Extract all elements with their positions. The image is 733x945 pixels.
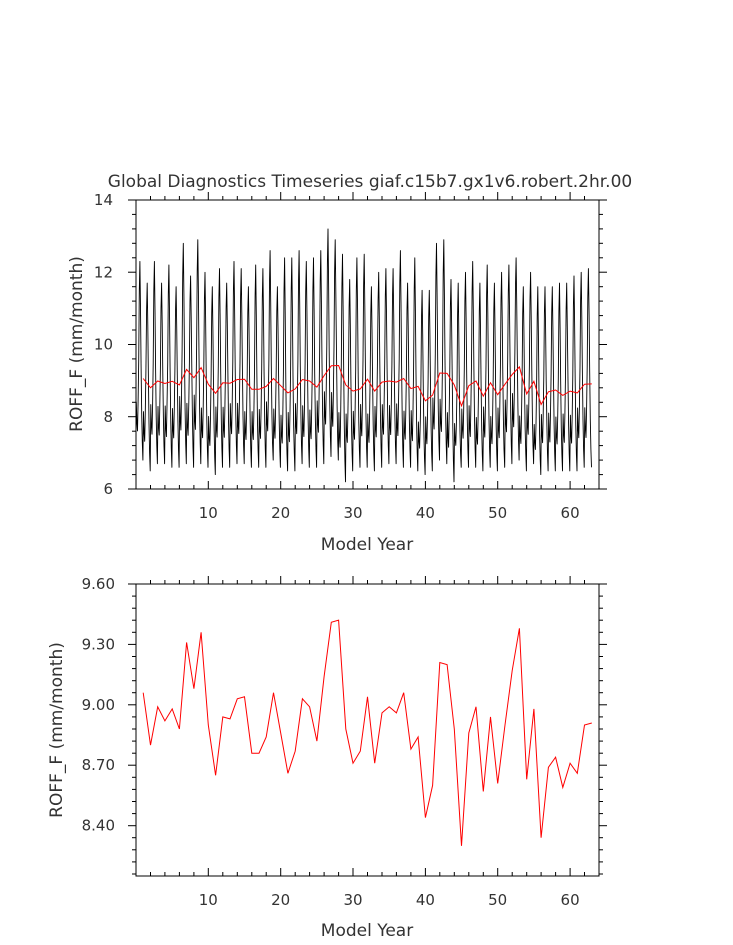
chart-title: Global Diagnostics Timeseries giaf.c15b7… — [108, 172, 632, 192]
bottom-x-tick-label: 30 — [343, 891, 362, 909]
bottom-x-tick-label: 40 — [416, 891, 435, 909]
top-annual-mean-series-line — [142, 364, 592, 408]
top-ticks — [128, 192, 607, 490]
bottom-x-axis-label: Model Year — [321, 921, 413, 941]
bottom-series — [142, 619, 592, 846]
top-y-tick-label: 12 — [94, 263, 113, 281]
bottom-x-tick-label: 20 — [271, 891, 290, 909]
bottom-y-tick-label: 9.60 — [82, 575, 115, 593]
top-y-tick-label: 10 — [94, 336, 113, 354]
bottom-y-tick-labels: 8.40 8.70 9.00 9.30 9.60 — [82, 575, 115, 835]
top-y-tick-label: 8 — [103, 408, 113, 426]
top-x-tick-label: 10 — [199, 504, 218, 522]
top-monthly-series-line — [135, 228, 592, 483]
top-y-tick-label: 6 — [103, 480, 113, 498]
top-plot-frame — [135, 199, 600, 490]
top-chart: 6 8 10 12 14 10 20 30 40 50 60 Model Year ROFF_F … — [67, 191, 607, 555]
bottom-chart: 8.40 8.70 9.00 9.30 9.60 10 20 30 40 50 60 Model … — [47, 575, 607, 941]
bottom-plot-frame — [135, 583, 600, 877]
bottom-ticks — [128, 576, 607, 876]
top-x-tick-label: 40 — [416, 504, 435, 522]
bottom-y-tick-label: 8.40 — [82, 817, 115, 835]
top-series — [135, 228, 592, 483]
bottom-annual-mean-series-line — [142, 619, 592, 846]
top-x-axis-label: Model Year — [321, 535, 413, 555]
bottom-y-tick-label: 8.70 — [82, 756, 115, 774]
top-x-tick-label: 50 — [488, 504, 507, 522]
top-y-tick-labels: 6 8 10 12 14 — [94, 191, 113, 498]
bottom-x-tick-label: 60 — [561, 891, 580, 909]
bottom-y-axis-label: ROFF_F (mm/month) — [47, 642, 67, 818]
top-x-tick-label: 30 — [343, 504, 362, 522]
bottom-x-tick-label: 10 — [199, 891, 218, 909]
bottom-y-tick-label: 9.30 — [82, 635, 115, 653]
bottom-x-tick-label: 50 — [488, 891, 507, 909]
top-y-axis-label: ROFF_F (mm/month) — [67, 256, 87, 432]
top-y-tick-label: 14 — [94, 191, 113, 209]
top-x-tick-label: 20 — [271, 504, 290, 522]
bottom-x-tick-labels: 10 20 30 40 50 60 — [199, 891, 580, 909]
top-x-tick-labels: 10 20 30 40 50 60 — [199, 504, 580, 522]
bottom-y-tick-label: 9.00 — [82, 696, 115, 714]
top-x-tick-label: 60 — [561, 504, 580, 522]
